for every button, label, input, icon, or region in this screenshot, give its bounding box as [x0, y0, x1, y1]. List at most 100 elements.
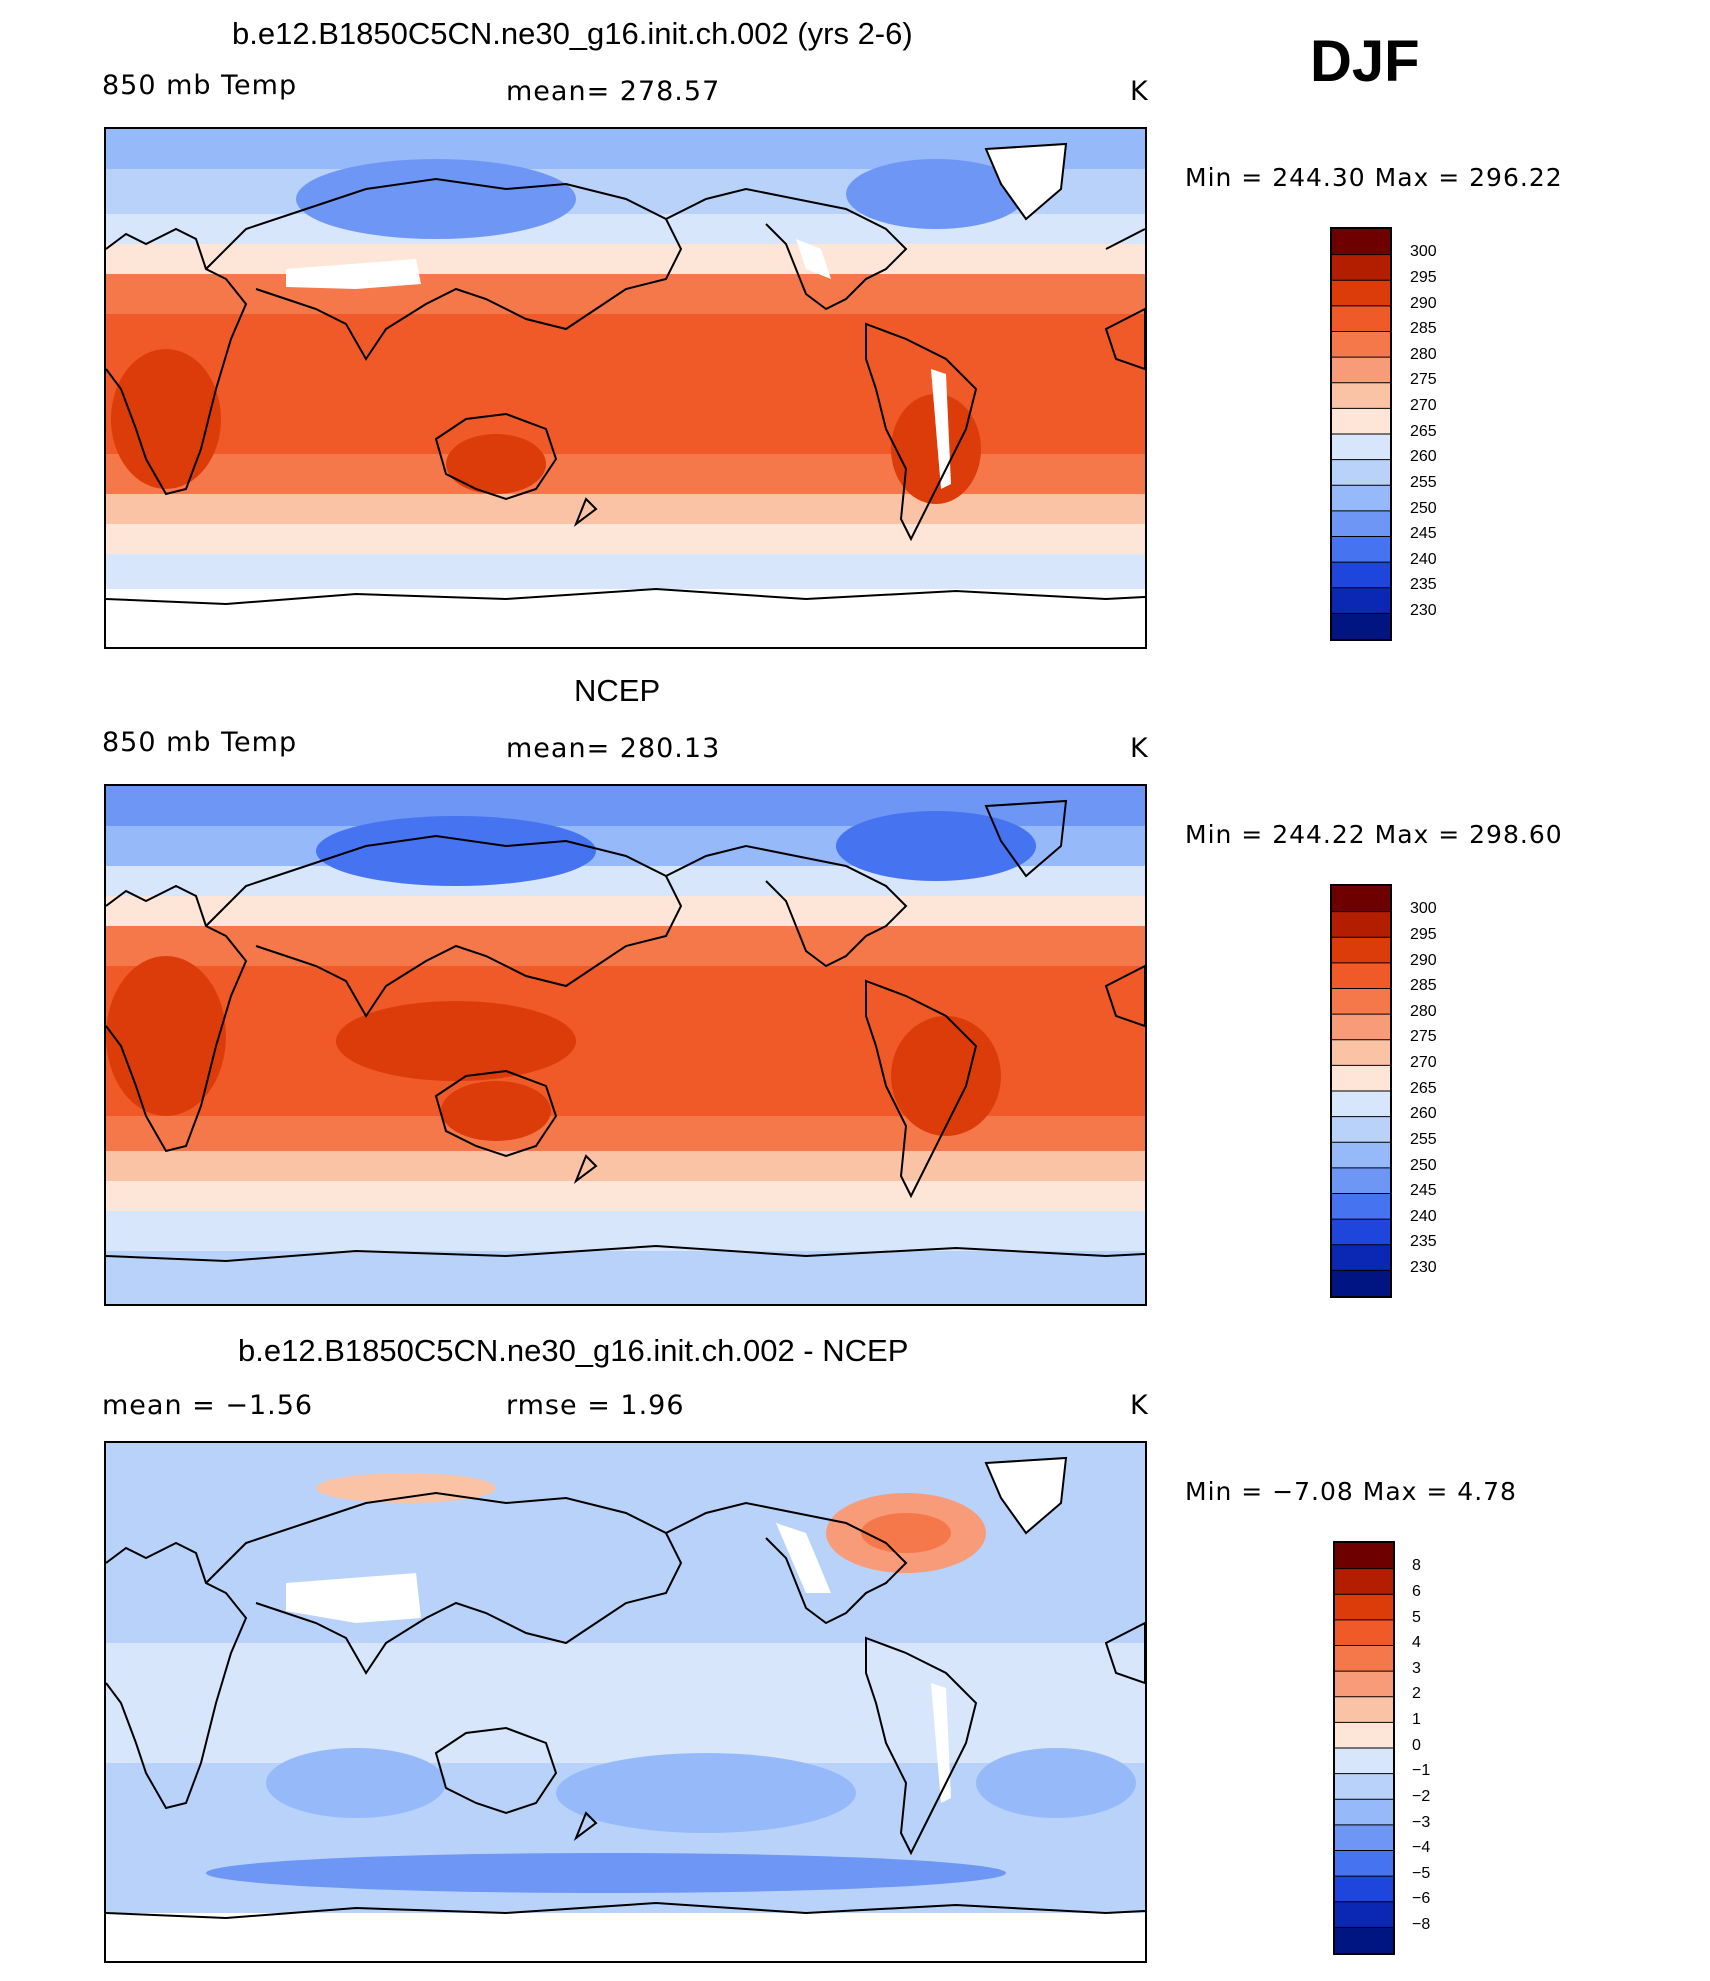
colorbar-swatch — [1332, 988, 1390, 1015]
colorbar-swatch — [1335, 1619, 1393, 1647]
greenland-missing — [986, 144, 1066, 219]
colorbar-swatch — [1332, 1219, 1390, 1246]
colorbar-swatch — [1332, 562, 1390, 589]
panel-model-minmax: Min = 244.30 Max = 296.22 — [1185, 163, 1563, 192]
south-pacific-cold — [556, 1753, 856, 1833]
colorbar-swatch — [1332, 1116, 1390, 1143]
panel-model-title: b.e12.B1850C5CN.ne30_g16.init.ch.002 (yr… — [232, 16, 913, 51]
colorbar-swatch — [1332, 886, 1390, 913]
colorbar-swatch — [1332, 1091, 1390, 1118]
tibet-missing — [286, 259, 421, 289]
colorbar-swatch — [1332, 459, 1390, 486]
band-mid-south — [106, 1181, 1145, 1211]
cb1-label-0: 300 — [1410, 243, 1437, 260]
cb1-label-1: 295 — [1410, 269, 1437, 286]
band-temperate-south — [106, 1151, 1145, 1181]
south-atlantic-cold — [976, 1748, 1136, 1818]
cb2-label-12: 240 — [1410, 1208, 1437, 1225]
cb1-label-2: 290 — [1410, 295, 1437, 312]
cb3-label-10: −3 — [1412, 1814, 1431, 1831]
cb2-label-8: 260 — [1410, 1105, 1437, 1122]
colorbar-swatch — [1335, 1696, 1393, 1723]
cb2-label-2: 290 — [1410, 952, 1437, 969]
cb1-label-7: 265 — [1410, 423, 1437, 440]
colorbar-swatch — [1332, 587, 1390, 614]
panel-model-colorbar — [1330, 227, 1392, 641]
colorbar-swatch — [1335, 1773, 1393, 1800]
band-temperate-north — [106, 244, 1145, 274]
colorbar-swatch — [1335, 1850, 1393, 1877]
canada-warm-core — [861, 1513, 951, 1553]
cb3-label-14: −8 — [1412, 1916, 1431, 1933]
colorbar-swatch — [1332, 229, 1390, 256]
colorbar-swatch — [1332, 1142, 1390, 1169]
panel-obs-minmax: Min = 244.22 Max = 298.60 — [1185, 820, 1563, 849]
band-temperate-north — [106, 896, 1145, 926]
cb1-label-14: 230 — [1410, 602, 1437, 619]
cb1-label-4: 280 — [1410, 346, 1437, 363]
cb1-label-11: 245 — [1410, 525, 1437, 542]
colorbar-swatch — [1335, 1824, 1393, 1852]
panel-model-unit-label: K — [1130, 76, 1149, 107]
band-subpolar-south — [106, 554, 1145, 589]
band-polar-south — [106, 589, 1145, 647]
coastlines — [106, 1456, 1145, 1920]
colorbar-swatch — [1332, 1039, 1390, 1066]
band-subpolar-south — [106, 1211, 1145, 1251]
coastlines — [106, 799, 1145, 1263]
cb1-label-9: 255 — [1410, 474, 1437, 491]
africa-warm — [106, 956, 226, 1116]
band-temperate-south — [106, 494, 1145, 524]
colorbar-swatch — [1335, 1876, 1393, 1903]
southern-ocean-cold — [206, 1853, 1006, 1893]
panel-diff-colorbar — [1333, 1541, 1395, 1955]
cb1-label-8: 260 — [1410, 448, 1437, 465]
band-subtropic-north — [106, 274, 1145, 314]
cb3-label-12: −5 — [1412, 1865, 1431, 1882]
cb2-label-14: 230 — [1410, 1259, 1437, 1276]
cb2-label-6: 270 — [1410, 1054, 1437, 1071]
band-polar-south — [106, 1251, 1145, 1304]
colorbar-swatch — [1335, 1748, 1393, 1775]
colorbar-swatch — [1335, 1568, 1393, 1595]
panel-obs-title: NCEP — [574, 673, 661, 708]
cb2-label-13: 235 — [1410, 1233, 1437, 1250]
south-america-warm — [891, 394, 981, 504]
tibet-missing — [286, 1573, 421, 1623]
cb3-label-0: 8 — [1412, 1557, 1421, 1574]
colorbar-swatch — [1332, 280, 1390, 307]
band-subtropic-south — [106, 454, 1145, 494]
panel-diff-rmse-label: rmse = 1.96 — [506, 1390, 685, 1421]
greenland-missing — [986, 1458, 1066, 1533]
indian-ocean-cold — [266, 1748, 446, 1818]
coastlines — [106, 142, 1145, 606]
colorbar-swatch — [1332, 510, 1390, 538]
cb2-label-11: 245 — [1410, 1182, 1437, 1199]
colorbar-swatch — [1335, 1543, 1393, 1570]
band-tropics — [106, 314, 1145, 454]
cb3-label-13: −6 — [1412, 1890, 1431, 1907]
colorbar-swatch — [1332, 331, 1390, 358]
rockies-missing — [796, 239, 831, 279]
australia-warm — [441, 1081, 551, 1141]
cb3-label-8: −1 — [1412, 1762, 1431, 1779]
cb1-label-10: 250 — [1410, 500, 1437, 517]
band-subtropic-south — [106, 1116, 1145, 1151]
colorbar-swatch — [1335, 1901, 1393, 1928]
colorbar-swatch — [1332, 937, 1390, 964]
canada-cold — [846, 159, 1026, 229]
south-america-warm — [891, 1016, 1001, 1136]
colorbar-swatch — [1332, 1193, 1390, 1220]
cb3-label-1: 6 — [1412, 1583, 1421, 1600]
colorbar-swatch — [1335, 1799, 1393, 1826]
cb1-label-5: 275 — [1410, 371, 1437, 388]
colorbar-swatch — [1332, 434, 1390, 461]
cb1-label-13: 235 — [1410, 576, 1437, 593]
cb3-label-5: 2 — [1412, 1685, 1421, 1702]
colorbar-swatch — [1332, 357, 1390, 384]
panel-obs-mean-label: mean= 280.13 — [506, 733, 721, 764]
cb1-label-3: 285 — [1410, 320, 1437, 337]
cb1-label-12: 240 — [1410, 551, 1437, 568]
africa-warm — [111, 349, 221, 489]
andes-missing — [931, 369, 951, 489]
